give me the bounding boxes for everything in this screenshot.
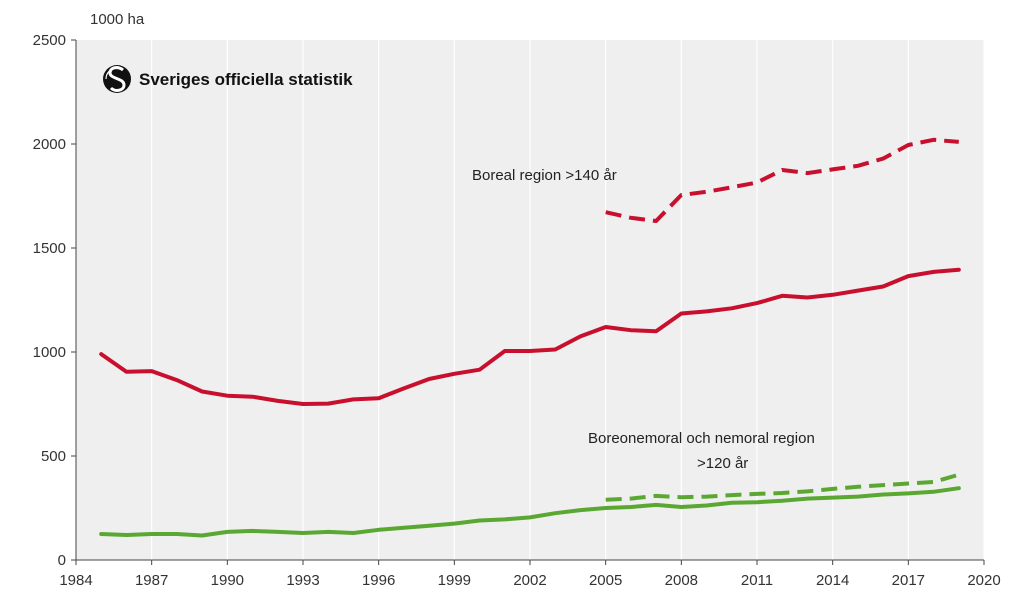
y-tick-label: 1000 <box>33 344 66 361</box>
y-tick-label: 0 <box>58 552 66 569</box>
annotation-nemoral-line1: Boreonemoral och nemoral region <box>588 430 815 447</box>
x-tick-label: 2017 <box>892 572 925 589</box>
x-tick-label: 2002 <box>513 572 546 589</box>
y-axis-unit-label: 1000 ha <box>90 11 145 28</box>
grid <box>151 40 985 560</box>
sos-logo-text: Sveriges officiella statistik <box>139 70 353 89</box>
x-tick-label: 1993 <box>286 572 319 589</box>
x-tick-label: 2020 <box>967 572 1000 589</box>
x-tick-label: 1984 <box>59 572 92 589</box>
x-tick-label: 1987 <box>135 572 168 589</box>
x-tick-label: 2008 <box>665 572 698 589</box>
x-tick-label: 1999 <box>438 572 471 589</box>
x-tick-label: 2011 <box>741 572 773 589</box>
y-tick-label: 2000 <box>33 136 66 153</box>
y-tick-label: 1500 <box>33 240 66 257</box>
series-layer <box>99 137 961 538</box>
annotation-boreal-140: Boreal region >140 år <box>472 167 617 184</box>
sos-logo: Sveriges officiella statistik <box>103 65 353 93</box>
sos-logo-ring <box>105 67 118 80</box>
y-axis: 0 500 1000 1500 2000 2500 <box>33 32 76 569</box>
x-tick-label: 1990 <box>211 572 244 589</box>
series-line-boreal_total <box>99 267 961 406</box>
series-line-nemoral_120 <box>605 472 960 502</box>
x-tick-label: 2014 <box>816 572 849 589</box>
y-tick-label: 2500 <box>33 32 66 49</box>
annotation-nemoral-line2: >120 år <box>697 455 748 472</box>
series-line-nemoral_total <box>99 486 961 538</box>
x-tick-label: 1996 <box>362 572 395 589</box>
y-tick-label: 500 <box>41 448 66 465</box>
x-axis: 1984 1987 1990 1993 1996 1999 2002 2005 2008 2011… <box>59 560 1001 589</box>
x-tick-label: 2005 <box>589 572 622 589</box>
series-line-boreal_140 <box>605 137 959 223</box>
